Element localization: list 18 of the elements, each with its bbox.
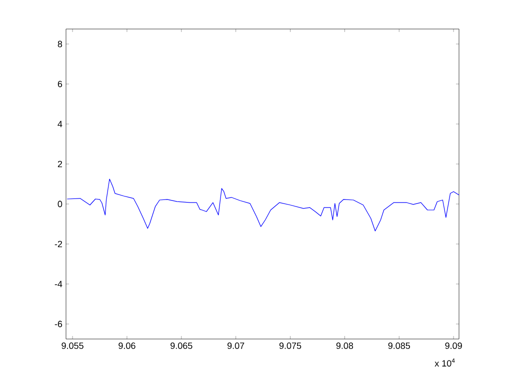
x-tick-label: 9.065 [170, 342, 192, 349]
y-tick-label: -4 [54, 280, 62, 288]
text: x 10$^{4}$ [434, 358, 455, 367]
y-tick-label: 6 [58, 80, 62, 88]
y-tick-label: 0 [58, 200, 62, 208]
x-tick-label: 9.075 [279, 342, 302, 349]
x-tick-label: 9.09 [445, 342, 462, 349]
x-tick-label: 9.055 [62, 342, 84, 349]
y-tick-label: 2 [58, 160, 62, 168]
y-tick-label: 4 [58, 120, 62, 128]
line-series [66, 178, 459, 232]
y-tick-label: 8 [58, 40, 62, 48]
x-tick-label: 9.06 [118, 342, 136, 349]
y-tick-label: -6 [54, 320, 62, 328]
x-tick-label: 9.07 [227, 342, 244, 349]
x-tick-label: 9.085 [388, 342, 410, 349]
y-tick-label: -2 [54, 240, 62, 248]
x-tick-label: 9.08 [336, 342, 354, 349]
